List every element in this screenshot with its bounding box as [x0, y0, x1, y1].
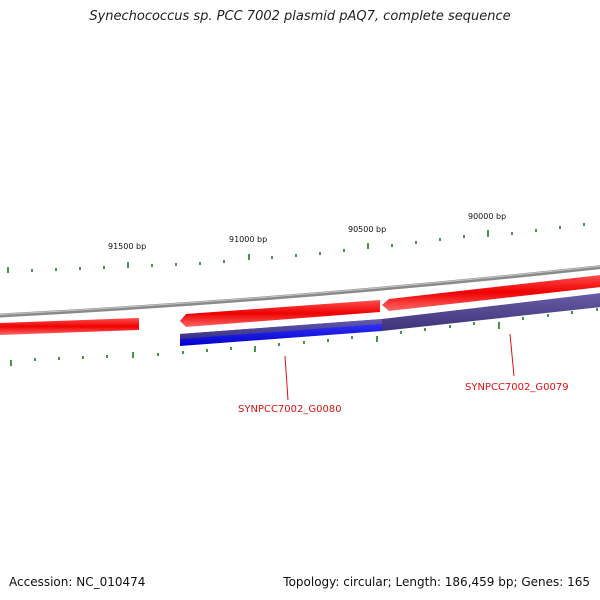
outer-tick-ring	[7, 223, 585, 273]
gene-label-g0080[interactable]: SYNPCC7002_G0080	[238, 404, 342, 415]
scale-label-91000: 91000 bp	[229, 235, 267, 244]
gene-block-left[interactable]	[0, 318, 139, 335]
cds-bar-g0079[interactable]	[382, 292, 600, 331]
gene-block-g0080[interactable]	[180, 300, 380, 327]
scale-label-90500: 90500 bp	[348, 225, 386, 234]
accession-text: Accession: NC_010474	[9, 575, 146, 589]
summary-text: Topology: circular; Length: 186,459 bp; …	[283, 575, 590, 589]
map-title: Synechococcus sp. PCC 7002 plasmid pAQ7,…	[89, 9, 511, 24]
gene-label-g0079[interactable]: SYNPCC7002_G0079	[465, 382, 569, 393]
leader-line-g0079	[509, 333, 515, 377]
gene-block-g0079[interactable]	[382, 274, 600, 311]
scale-label-90000: 90000 bp	[468, 212, 506, 221]
scale-label-91500: 91500 bp	[108, 242, 146, 251]
inner-tick-ring	[10, 308, 598, 366]
leader-line-g0080	[284, 355, 289, 401]
plasmid-backbone	[0, 265, 600, 318]
